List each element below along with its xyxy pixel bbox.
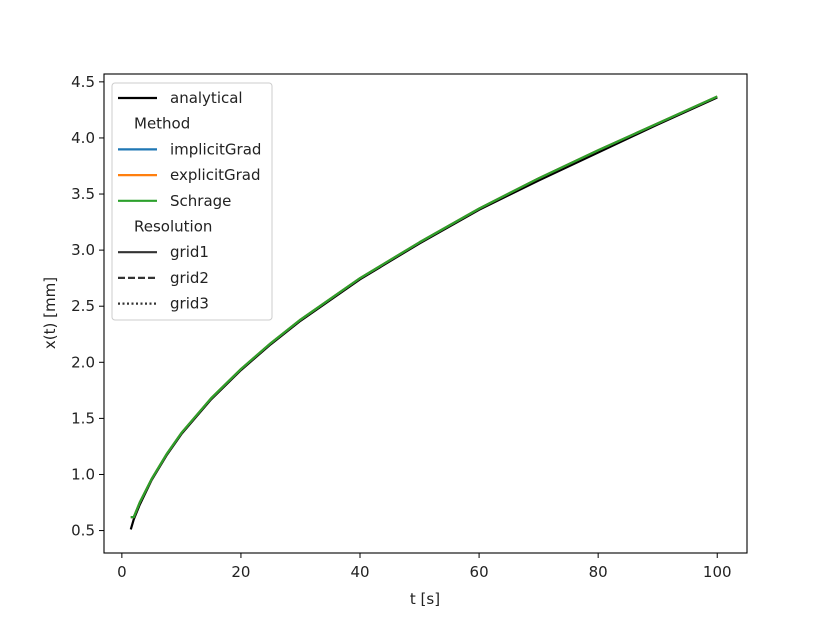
legend-header: Method <box>134 115 190 133</box>
x-tick-label: 100 <box>703 563 732 581</box>
legend-label: Schrage <box>170 192 231 210</box>
y-tick-label: 4.0 <box>71 129 95 147</box>
y-axis: 0.5 1.0 1.5 2.0 2.5 3.0 3.5 4.0 4.5 <box>71 73 104 540</box>
legend-label: grid1 <box>170 243 209 261</box>
legend-entry: grid1 <box>118 243 209 261</box>
legend-label: implicitGrad <box>170 140 261 158</box>
x-axis-label: t [s] <box>410 590 440 608</box>
legend-label: grid3 <box>170 295 209 313</box>
legend-header: Resolution <box>134 218 212 236</box>
legend-header-label: Method <box>134 115 190 133</box>
x-tick-label: 40 <box>350 563 369 581</box>
legend-entry: grid3 <box>118 295 209 313</box>
x-axis: 0 20 40 60 80 100 <box>117 553 732 581</box>
legend-label: analytical <box>170 89 243 107</box>
x-tick-label: 20 <box>231 563 250 581</box>
legend: analytical Method implicitGrad explicitGrad… <box>111 82 273 321</box>
plot-lines <box>129 95 718 530</box>
y-axis-label: x(t) [mm] <box>41 277 59 349</box>
y-tick-label: 0.5 <box>71 522 95 540</box>
y-tick-label: 1.0 <box>71 465 95 483</box>
x-tick-label: 0 <box>117 563 127 581</box>
y-tick-label: 3.0 <box>71 241 95 259</box>
y-tick-label: 2.0 <box>71 353 95 371</box>
series-line-Schrage <box>130 95 718 519</box>
plot-frame <box>103 73 748 554</box>
legend-entry: explicitGrad <box>118 166 261 184</box>
legend-label: grid2 <box>170 269 209 287</box>
x-tick-label: 80 <box>589 563 608 581</box>
y-tick-label: 4.5 <box>71 73 95 91</box>
legend-entry: implicitGrad <box>118 140 261 158</box>
legend-entry: Schrage <box>118 192 231 210</box>
legend-entry: analytical <box>118 89 243 107</box>
y-tick-label: 1.5 <box>71 409 95 427</box>
y-tick-label: 2.5 <box>71 297 95 315</box>
legend-box <box>111 82 273 321</box>
legend-label: explicitGrad <box>170 166 261 184</box>
x-tick-label: 60 <box>470 563 489 581</box>
legend-header-label: Resolution <box>134 218 212 236</box>
y-tick-label: 3.5 <box>71 185 95 203</box>
legend-entry: grid2 <box>118 269 209 287</box>
